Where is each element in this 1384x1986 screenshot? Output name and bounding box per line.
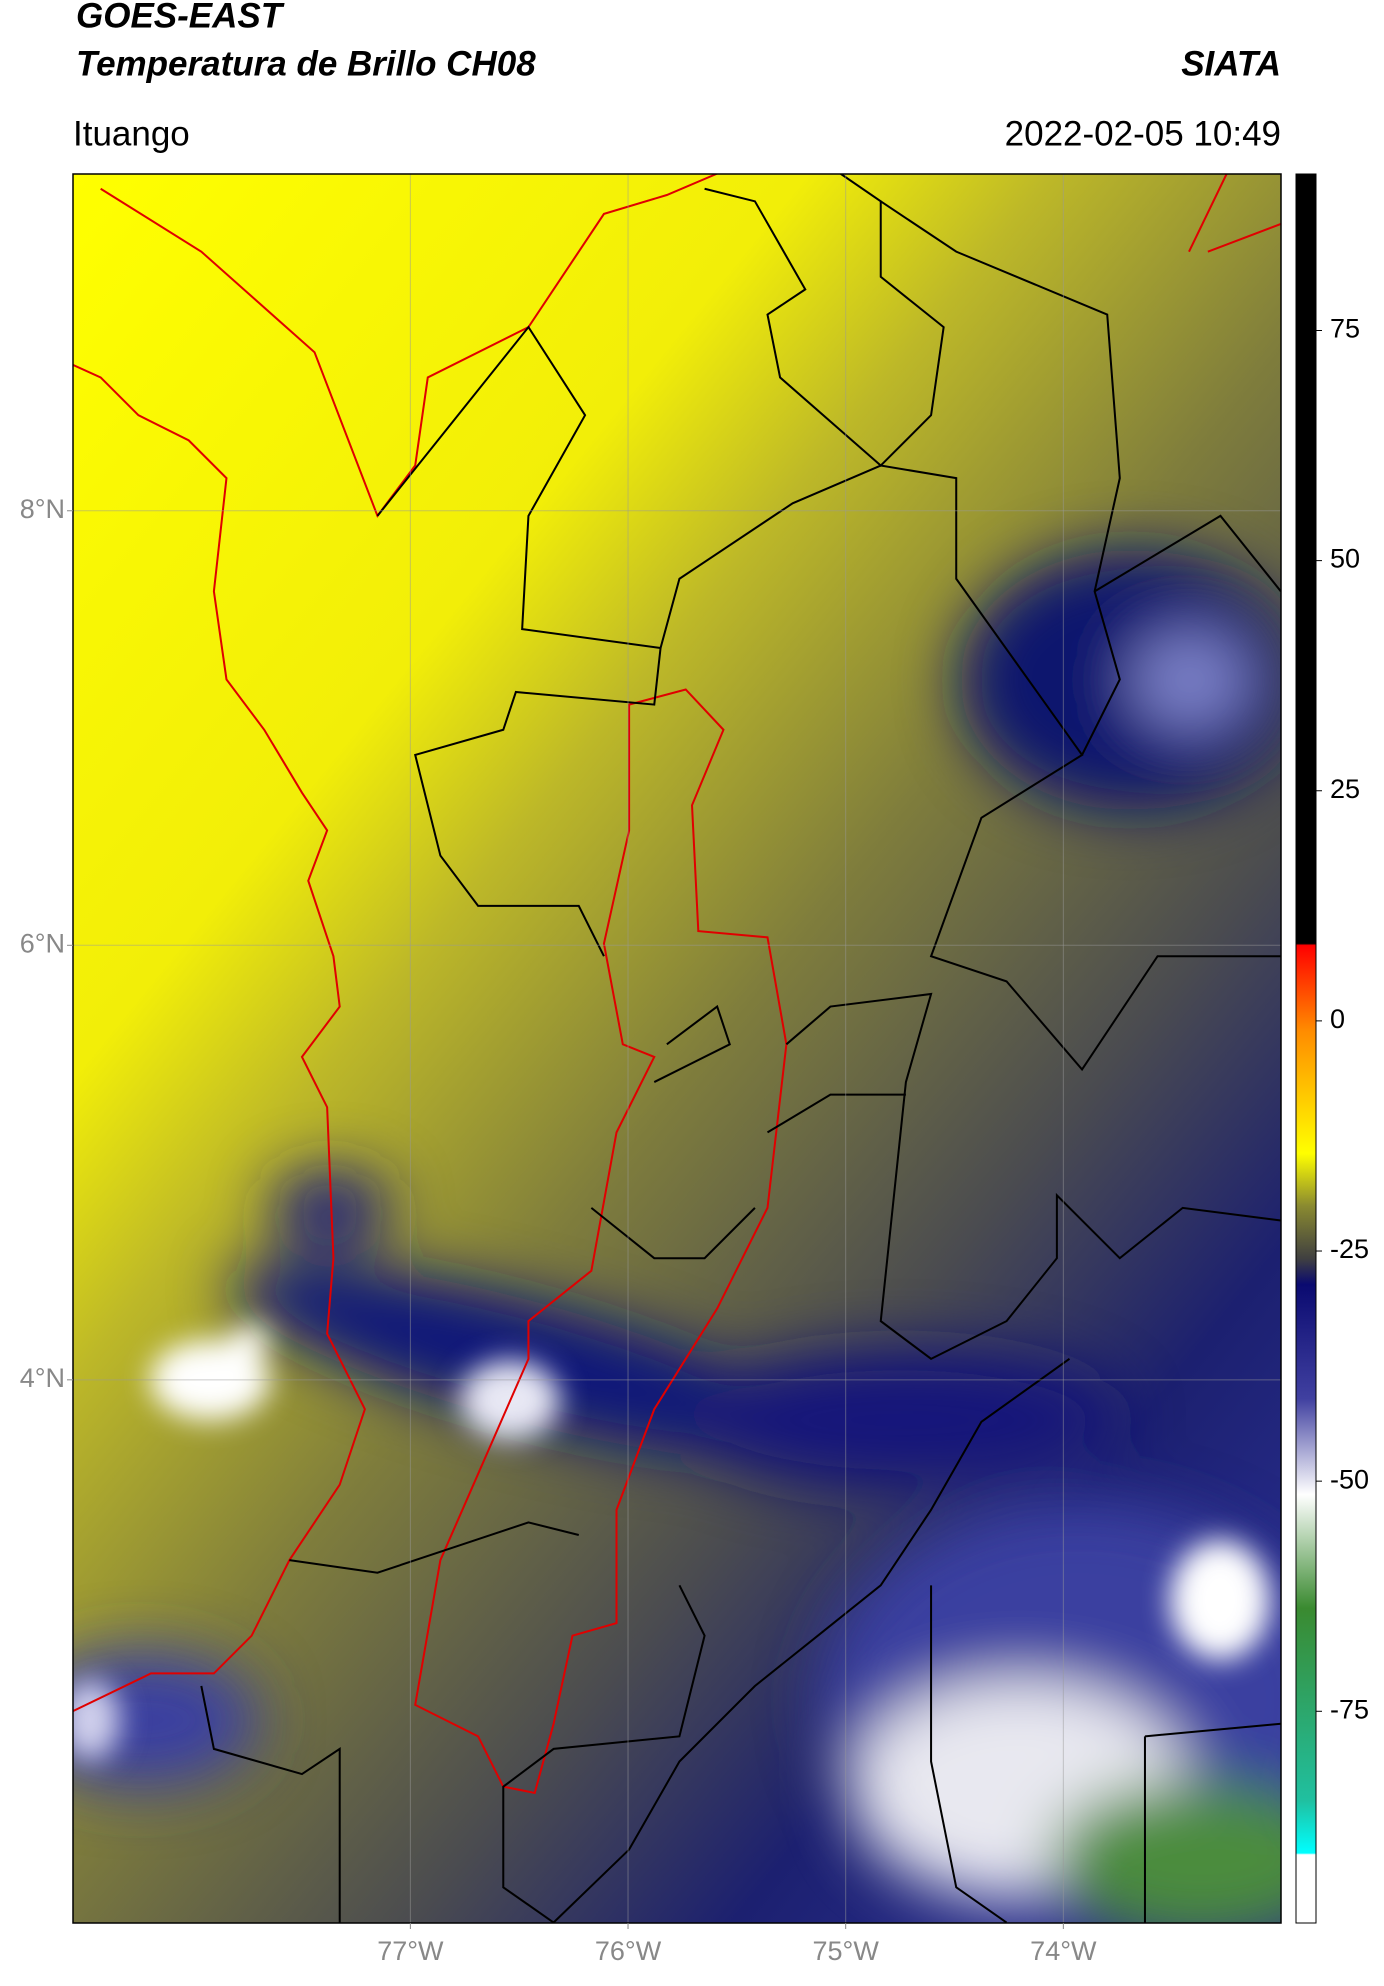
location: Ituango [73, 114, 190, 153]
grid [73, 174, 1281, 1923]
colorbar-tick-label: -50 [1330, 1464, 1369, 1494]
colorbar-tick-label: 75 [1330, 314, 1360, 344]
colorbar-tick-label: 25 [1330, 774, 1360, 804]
map-image [73, 174, 1281, 1923]
colorbar-tick-label: 50 [1330, 544, 1360, 574]
y-tick-label: 8°N [20, 494, 65, 524]
x-tick-label: 77°W [377, 1936, 444, 1966]
map-frame [72, 173, 1282, 1924]
title: GOES-EAST [76, 0, 285, 35]
colorbar-tick-label: -75 [1330, 1694, 1369, 1724]
x-tick-label: 75°W [813, 1936, 880, 1966]
x-tick-label: 76°W [595, 1936, 662, 1966]
y-tick-label: 6°N [20, 928, 65, 958]
datetime: 2022-02-05 10:49 [1005, 114, 1281, 153]
colorbar [1295, 173, 1317, 1924]
colorbar-tick-label: -25 [1330, 1234, 1369, 1264]
source: SIATA [1181, 44, 1281, 83]
x-tick-label: 74°W [1030, 1936, 1097, 1966]
boundaries [73, 174, 1281, 1923]
colorbar-tick-label: 0 [1330, 1004, 1345, 1034]
y-tick-label: 4°N [20, 1363, 65, 1393]
subtitle: Temperatura de Brillo CH08 [76, 44, 536, 83]
